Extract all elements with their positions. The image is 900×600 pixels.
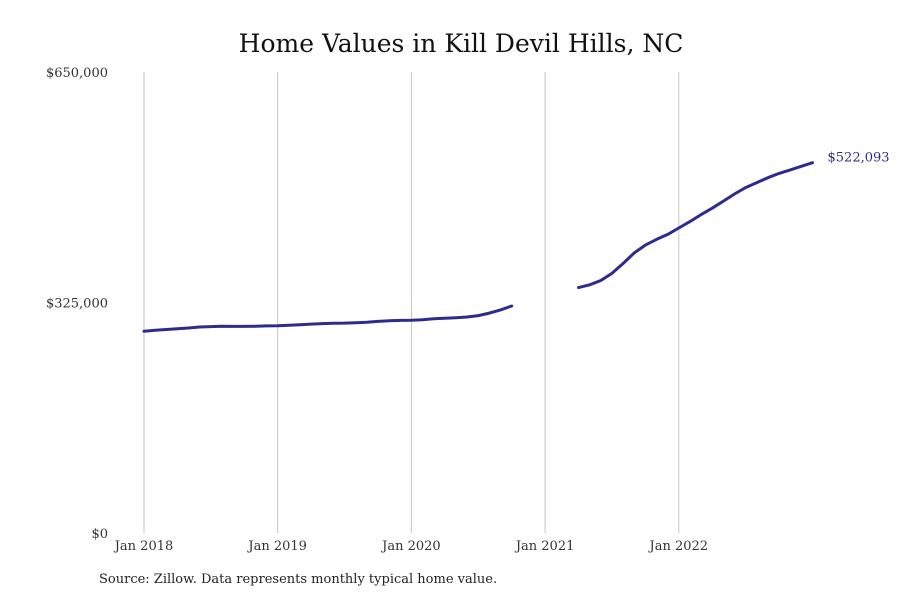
series-line [142, 304, 514, 333]
y-tick-label: $650,000 [46, 66, 108, 81]
series-line [577, 161, 814, 290]
y-axis-labels: $0 $325,000 $650,000 [46, 66, 108, 542]
gridlines [143, 72, 680, 533]
y-tick-label: $325,000 [46, 297, 108, 312]
x-tick-label: Jan 2021 [514, 539, 575, 554]
x-tick-label: Jan 2020 [380, 539, 441, 554]
x-axis-labels: Jan 2018 Jan 2019 Jan 2020 Jan 2021 Jan 2022 [113, 539, 708, 554]
y-tick-label: $0 [91, 527, 108, 542]
x-tick-label: Jan 2022 [648, 539, 709, 554]
x-tick-label: Jan 2018 [113, 539, 174, 554]
chart-title: Home Values in Kill Devil Hills, NC [239, 29, 684, 58]
source-note: Source: Zillow. Data represents monthly … [99, 572, 498, 587]
end-value-label: $522,093 [828, 151, 890, 166]
series-lines [142, 161, 814, 333]
x-tick-label: Jan 2019 [246, 539, 307, 554]
